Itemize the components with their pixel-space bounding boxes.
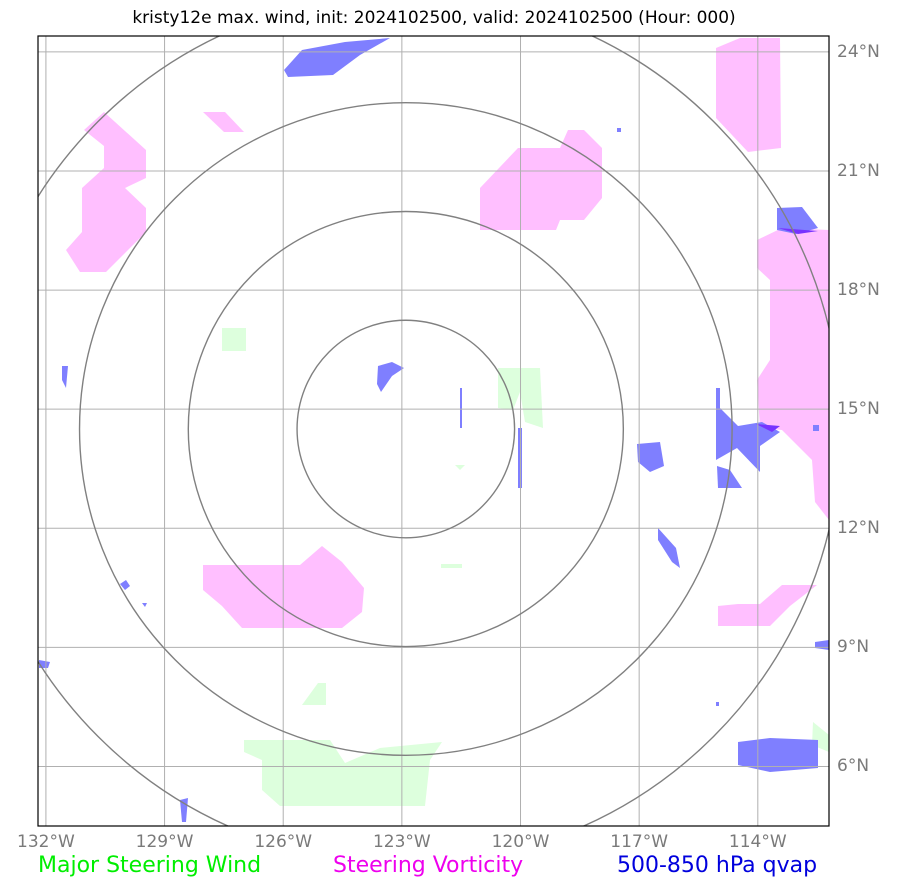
map-title: kristy12e max. wind, init: 2024102500, v… — [132, 8, 736, 28]
range-ring — [296, 319, 516, 539]
longitude-tick-label: 129°W — [135, 832, 194, 852]
range-ring — [187, 210, 625, 648]
map-frame — [37, 35, 830, 827]
qvap-dark-streak — [778, 228, 818, 234]
qvap-patch — [377, 362, 404, 392]
legend-qvap: 500-850 hPa qvap — [617, 853, 818, 878]
range-ring — [78, 102, 733, 757]
vorticity-patch — [480, 130, 602, 230]
qvap-patch — [518, 428, 522, 488]
longitude-tick-label: 117°W — [610, 832, 669, 852]
legend-steering-vorticity: Steering Vorticity — [333, 853, 524, 878]
qvap-patch — [120, 580, 130, 590]
qvap-patch — [284, 38, 390, 77]
qvap-patch — [717, 466, 742, 488]
qvap-patch — [813, 425, 819, 431]
longitude-tick-label: 114°W — [728, 832, 787, 852]
range-rings — [38, 36, 829, 826]
wind-patch — [302, 683, 326, 705]
qvap-patch — [460, 388, 462, 428]
wind-patch — [222, 328, 246, 351]
latitude-tick-label: 12°N — [837, 518, 880, 539]
latitude-tick-label: 15°N — [837, 399, 880, 420]
latitude-tick-label: 18°N — [837, 280, 880, 301]
steering-wind-layer — [222, 328, 829, 806]
wind-patch — [455, 465, 465, 470]
vorticity-patch — [757, 228, 829, 520]
vorticity-patch — [66, 112, 146, 272]
qvap-patch — [637, 442, 664, 472]
qvap-patch — [716, 388, 780, 472]
longitude-tick-label: 120°W — [491, 832, 550, 852]
qvap-patch — [62, 366, 68, 388]
legend-major-steering-wind: Major Steering Wind — [38, 853, 262, 878]
qvap-patch — [39, 660, 50, 668]
steering-vorticity-layer — [66, 38, 829, 628]
wind-patch — [441, 564, 462, 568]
qvap-layer — [39, 38, 829, 822]
qvap-patch — [142, 603, 147, 607]
wind-patch — [244, 740, 442, 806]
lat-lon-grid — [38, 36, 829, 826]
qvap-patch — [815, 640, 829, 650]
latitude-tick-label: 9°N — [837, 637, 870, 658]
qvap-patch — [716, 702, 719, 706]
wind-patch — [498, 368, 543, 428]
qvap-patch — [617, 128, 621, 132]
longitude-tick-label: 123°W — [372, 832, 431, 852]
latitude-tick-label: 24°N — [837, 41, 880, 62]
latitude-tick-label: 6°N — [837, 756, 870, 777]
range-ring — [38, 36, 829, 826]
qvap-dark-streak — [756, 424, 780, 432]
qvap-patch — [658, 528, 680, 568]
longitude-tick-label: 132°W — [17, 832, 75, 852]
vorticity-patch — [203, 112, 244, 132]
longitude-tick-label: 126°W — [254, 832, 313, 852]
vorticity-patch — [718, 585, 817, 626]
vorticity-patch — [716, 38, 781, 152]
latitude-tick-label: 21°N — [837, 160, 880, 181]
qvap-patch — [777, 207, 818, 234]
